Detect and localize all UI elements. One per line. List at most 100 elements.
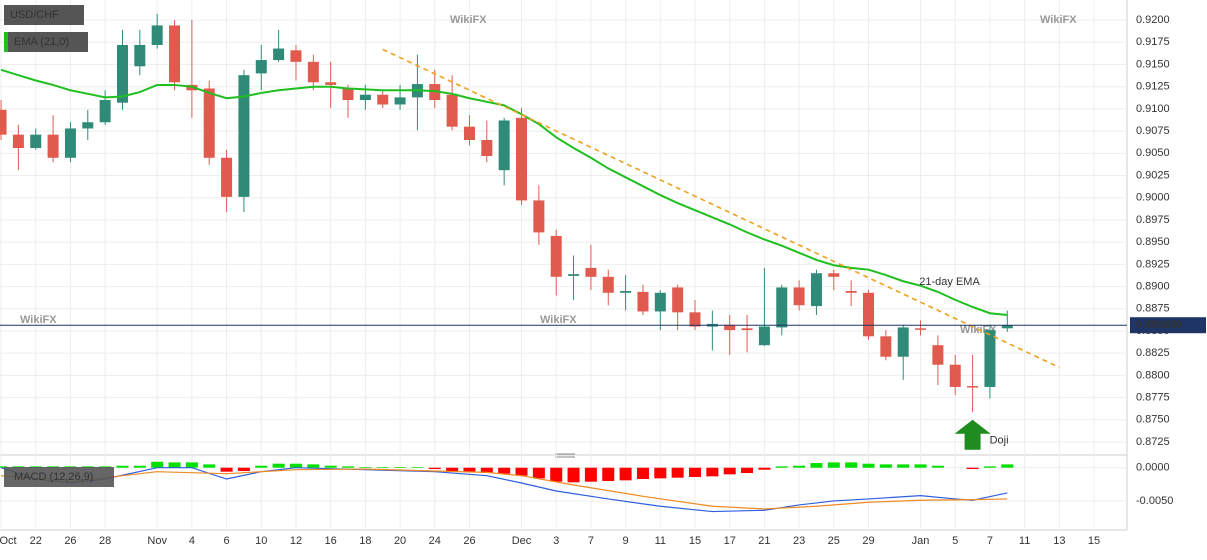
candle-body	[880, 336, 892, 357]
y-tick-label: 0.8775	[1136, 392, 1170, 404]
trendline	[382, 48, 1060, 369]
histogram-bar	[827, 462, 840, 468]
candle-body	[602, 276, 614, 293]
x-tick-label: 3	[553, 535, 559, 547]
candle-body	[47, 134, 59, 158]
histogram-bar	[619, 467, 632, 481]
histogram-bar	[584, 467, 597, 482]
x-tick-label: 11	[1019, 535, 1030, 547]
candle-body	[620, 291, 632, 293]
candle-body	[672, 287, 684, 313]
macd-line	[0, 468, 1008, 510]
histogram-bar	[706, 467, 719, 477]
x-tick-label: 26	[463, 535, 475, 547]
histogram-bar	[446, 467, 459, 472]
legend-box	[4, 467, 114, 487]
histogram-bar	[185, 462, 198, 468]
x-tick-label: Nov	[147, 535, 167, 547]
x-tick-label: 28	[99, 535, 111, 547]
watermark: WikiFX	[1040, 14, 1077, 26]
histogram-bar	[775, 466, 788, 468]
x-tick-label: 7	[588, 535, 594, 547]
doji-arrow	[954, 419, 991, 450]
histogram-bar	[515, 467, 528, 476]
x-tick-label: 17	[724, 535, 736, 547]
candle-body	[585, 267, 597, 277]
x-tick-label: Jan	[912, 535, 930, 547]
candle-body	[30, 134, 42, 149]
candle-body	[533, 200, 545, 233]
candle-body	[169, 25, 181, 83]
candle-body	[12, 134, 24, 149]
candle-body	[255, 60, 267, 74]
histogram-bar	[272, 463, 285, 468]
x-tick-label: 22	[30, 535, 42, 547]
histogram-bar	[359, 467, 372, 468]
x-tick-label: 4	[189, 535, 195, 547]
x-tick-label: 10	[255, 535, 267, 547]
ema-line	[0, 68, 1008, 316]
candle-body	[377, 94, 389, 105]
labels: 0.9200 0.9175 0.9150 0.9125 0.9100 0.9075 0.90…	[0, 5, 1206, 547]
x-tick-label: 18	[359, 535, 371, 547]
histogram-bar	[845, 462, 858, 468]
candle-body	[568, 274, 580, 276]
doji-annotation: Doji	[990, 435, 1009, 447]
x-tick-label: 26	[64, 535, 76, 547]
histogram-bar	[931, 465, 944, 468]
y-tick-label: 0.9150	[1136, 58, 1170, 70]
histogram-bar	[428, 467, 441, 470]
x-tick-label: Dec	[512, 535, 532, 547]
y-tick-label: 0.9050	[1136, 147, 1170, 159]
histogram-bar	[741, 467, 754, 474]
y-tick-label: 0.8950	[1136, 236, 1170, 248]
y-tick-label: 0.9075	[1136, 125, 1170, 137]
candle-body	[273, 48, 285, 61]
x-tick-label: 21	[758, 535, 770, 547]
histogram-bar	[342, 466, 355, 468]
histogram-bar	[654, 467, 667, 479]
candle-body	[325, 82, 337, 85]
histogram-bar	[289, 463, 302, 468]
histogram-bar	[550, 467, 563, 482]
candle-body	[238, 75, 250, 197]
candle-body	[550, 235, 562, 277]
histogram-bar	[116, 465, 129, 468]
y-tick-label: 0.9125	[1136, 81, 1170, 93]
candle-body	[0, 109, 7, 135]
y-tick-label: -0.0050	[1136, 495, 1173, 507]
y-tick-label: 0.8975	[1136, 214, 1170, 226]
candle-body	[203, 88, 215, 158]
y-tick-label: 0.8800	[1136, 369, 1170, 381]
y-tick-label: 0.8750	[1136, 414, 1170, 426]
marks	[0, 13, 1127, 513]
x-tick-label: 16	[325, 535, 337, 547]
histogram-bar	[307, 464, 320, 468]
histogram-bar	[671, 467, 684, 478]
candle-body	[845, 291, 857, 293]
histogram-bar	[723, 467, 736, 475]
candle-body	[481, 140, 493, 156]
histogram-bar	[255, 465, 268, 468]
y-tick-label: 0.9100	[1136, 103, 1170, 115]
histogram-bar	[463, 467, 476, 473]
y-tick-label: 0.8725	[1136, 436, 1170, 448]
x-tick-label: 13	[1053, 535, 1065, 547]
histogram-bar	[983, 466, 996, 468]
legend-entry: EMA (21,0)	[14, 36, 69, 48]
watermark: WikiFX	[450, 14, 487, 26]
candle-body	[897, 327, 909, 357]
candle-body	[64, 128, 76, 158]
x-tick-label: 24	[429, 535, 441, 547]
candle-body	[516, 117, 528, 201]
legend-box	[4, 32, 88, 52]
last-price-box	[1130, 317, 1206, 334]
candle-body	[221, 157, 233, 197]
candle-body	[498, 120, 510, 171]
histogram-bar	[758, 467, 771, 470]
x-tick-label: 12	[290, 535, 302, 547]
candle-body	[776, 287, 788, 328]
x-tick-label: 11	[655, 535, 666, 547]
histogram-bar	[567, 467, 580, 483]
